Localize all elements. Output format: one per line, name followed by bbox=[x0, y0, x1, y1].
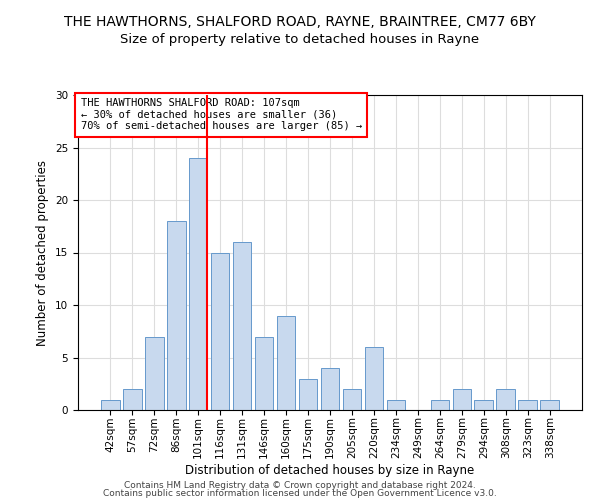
Bar bbox=[452, 389, 471, 410]
Bar bbox=[518, 400, 537, 410]
Bar bbox=[541, 400, 559, 410]
Bar bbox=[189, 158, 208, 410]
Bar bbox=[386, 400, 405, 410]
Bar bbox=[277, 316, 295, 410]
Bar bbox=[365, 347, 383, 410]
Bar bbox=[145, 336, 164, 410]
Bar bbox=[167, 221, 185, 410]
Bar bbox=[233, 242, 251, 410]
Bar bbox=[343, 389, 361, 410]
Bar bbox=[320, 368, 340, 410]
Bar bbox=[123, 389, 142, 410]
X-axis label: Distribution of detached houses by size in Rayne: Distribution of detached houses by size … bbox=[185, 464, 475, 477]
Bar bbox=[255, 336, 274, 410]
Text: THE HAWTHORNS, SHALFORD ROAD, RAYNE, BRAINTREE, CM77 6BY: THE HAWTHORNS, SHALFORD ROAD, RAYNE, BRA… bbox=[64, 15, 536, 29]
Bar bbox=[211, 252, 229, 410]
Text: Size of property relative to detached houses in Rayne: Size of property relative to detached ho… bbox=[121, 32, 479, 46]
Bar bbox=[299, 378, 317, 410]
Text: Contains public sector information licensed under the Open Government Licence v3: Contains public sector information licen… bbox=[103, 488, 497, 498]
Text: THE HAWTHORNS SHALFORD ROAD: 107sqm
← 30% of detached houses are smaller (36)
70: THE HAWTHORNS SHALFORD ROAD: 107sqm ← 30… bbox=[80, 98, 362, 132]
Y-axis label: Number of detached properties: Number of detached properties bbox=[37, 160, 49, 346]
Bar bbox=[431, 400, 449, 410]
Text: Contains HM Land Registry data © Crown copyright and database right 2024.: Contains HM Land Registry data © Crown c… bbox=[124, 481, 476, 490]
Bar bbox=[475, 400, 493, 410]
Bar bbox=[101, 400, 119, 410]
Bar bbox=[496, 389, 515, 410]
